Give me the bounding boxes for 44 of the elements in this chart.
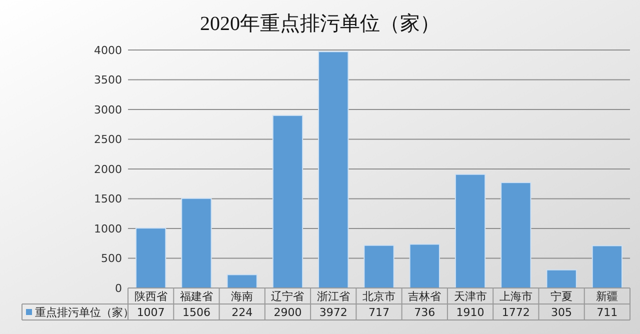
data-label: 3972 — [319, 306, 348, 319]
x-tick-label: 福建省 — [180, 290, 213, 303]
bar — [318, 51, 349, 288]
x-tick-label: 海南 — [231, 290, 254, 303]
series-label: 重点排污单位（家） — [35, 306, 134, 319]
data-label: 305 — [551, 306, 572, 319]
x-tick-label: 北京市 — [362, 290, 396, 303]
bar — [181, 198, 212, 288]
bar — [454, 174, 486, 288]
data-label: 711 — [596, 306, 618, 319]
x-tick-label: 辽宁省 — [271, 290, 304, 303]
y-tick-label: 3500 — [94, 74, 122, 87]
data-label: 2900 — [274, 306, 302, 319]
bar — [272, 114, 304, 288]
x-tick-label: 陕西省 — [134, 290, 168, 303]
data-label: 1007 — [136, 306, 165, 319]
data-label: 1910 — [456, 306, 484, 319]
bar — [135, 228, 166, 288]
data-label: 1772 — [502, 306, 530, 319]
y-tick-label: 0 — [115, 282, 122, 295]
bar — [500, 182, 532, 288]
data-label: 1506 — [182, 306, 210, 319]
bar — [364, 244, 394, 288]
data-label: 717 — [368, 306, 390, 319]
x-tick-label: 天津市 — [454, 290, 487, 303]
bar — [226, 274, 258, 288]
x-tick-label: 吉林省 — [408, 290, 442, 303]
y-tick-label: 500 — [101, 252, 122, 266]
y-tick-label: 2500 — [94, 133, 122, 146]
x-tick-label: 宁夏 — [550, 290, 573, 303]
bar — [546, 269, 577, 288]
chart-title: 2020年重点排污单位（家） — [200, 13, 440, 35]
data-label: 224 — [232, 306, 253, 319]
y-tick-label: 1000 — [94, 222, 122, 236]
data-label: 736 — [414, 306, 436, 319]
x-tick-label: 新疆 — [596, 290, 618, 303]
bar — [409, 244, 440, 288]
x-tick-label: 上海市 — [499, 290, 532, 303]
y-tick-label: 3000 — [94, 103, 122, 116]
y-tick-label: 4000 — [94, 44, 122, 57]
y-tick-label: 1500 — [94, 192, 122, 206]
y-tick-label: 2000 — [94, 162, 122, 176]
x-tick-label: 浙江省 — [316, 290, 350, 303]
bar — [592, 245, 623, 288]
